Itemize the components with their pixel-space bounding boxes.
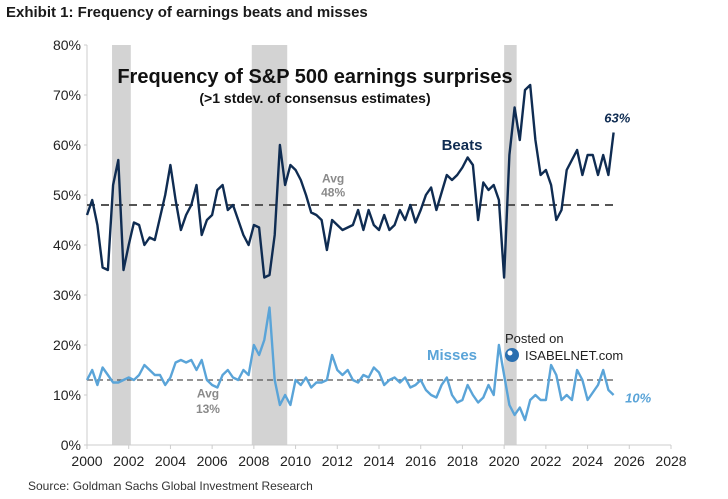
y-tick-label: 80% [53, 37, 81, 53]
x-tick-label: 2022 [530, 453, 561, 469]
chart-title: Frequency of S&P 500 earnings surprises [117, 66, 512, 88]
avg-label-beats-top: Avg [322, 172, 344, 186]
x-tick-label: 2006 [197, 453, 228, 469]
source-note: Source: Goldman Sachs Global Investment … [28, 479, 313, 493]
series-name-beats: Beats [442, 137, 483, 154]
watermark-icon [505, 348, 519, 362]
watermark-line2: ISABELNET.com [525, 348, 623, 363]
x-tick-label: 2016 [405, 453, 436, 469]
y-tick-label: 20% [53, 337, 81, 353]
recession-bands [112, 45, 517, 445]
end-label-beats: 63% [604, 111, 630, 126]
watermark-line1: Posted on [505, 331, 564, 346]
series-name-misses: Misses [427, 347, 477, 364]
x-tick-label: 2000 [71, 453, 102, 469]
y-tick-label: 60% [53, 137, 81, 153]
avg-label-beats-bottom: 48% [321, 186, 345, 200]
x-tick-label: 2014 [363, 453, 394, 469]
average-lines [87, 204, 614, 381]
y-tick-label: 30% [53, 287, 81, 303]
y-tick-label: 50% [53, 187, 81, 203]
x-tick-label: 2012 [322, 453, 353, 469]
y-tick-label: 0% [61, 437, 81, 453]
series-lines [85, 83, 615, 422]
end-label-misses: 10% [625, 391, 651, 406]
exhibit-title: Exhibit 1: Frequency of earnings beats a… [6, 4, 368, 21]
series-line-beats [85, 83, 615, 279]
avg-label-misses-top: Avg [197, 387, 219, 401]
axes: 0% 10% 20% 30% 40% 50% 60% 70% 80% 2000 2002 2004 20… [53, 37, 687, 469]
recession-band-2 [504, 45, 517, 445]
x-tick-label: 2028 [655, 453, 686, 469]
x-tick-label: 2018 [447, 453, 478, 469]
y-tick-label: 70% [53, 87, 81, 103]
recession-band-1 [251, 45, 288, 445]
watermark: Posted on ISABELNET.com [505, 331, 623, 363]
x-tick-label: 2008 [238, 453, 269, 469]
x-tick-label: 2024 [572, 453, 603, 469]
x-tick-label: 2010 [280, 453, 311, 469]
y-tick-label: 40% [53, 237, 81, 253]
x-tick-label: 2026 [614, 453, 645, 469]
x-tick-label: 2002 [113, 453, 144, 469]
x-tick-label: 2004 [155, 453, 186, 469]
series-line-misses [85, 306, 615, 422]
y-tick-label: 10% [53, 387, 81, 403]
x-tick-label: 2020 [489, 453, 520, 469]
avg-label-misses-bottom: 13% [196, 402, 220, 416]
chart-subtitle: (>1 stdev. of consensus estimates) [199, 90, 430, 106]
